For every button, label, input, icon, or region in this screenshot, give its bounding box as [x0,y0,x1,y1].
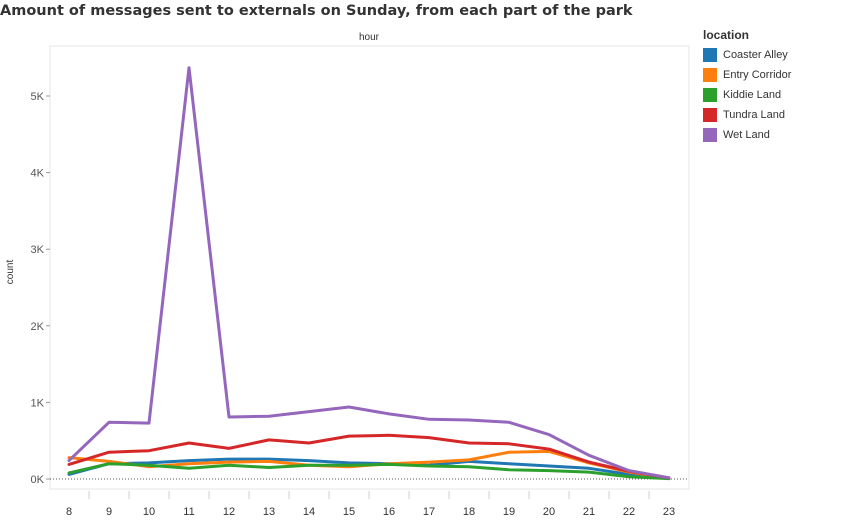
y-tick-label: 4K [31,168,45,180]
legend-label: Tundra Land [723,109,785,121]
legend-item[interactable]: Kiddie Land [703,85,791,105]
x-tick-label: 10 [143,506,155,518]
legend-item[interactable]: Entry Corridor [703,65,791,85]
legend-label: Entry Corridor [723,69,792,81]
x-tick-label: 16 [383,506,395,518]
legend-title: location [703,28,750,42]
legend-swatch [703,68,717,82]
y-tick-label: 0K [31,474,45,486]
legend: location Coaster Alley Entry Corridor Kidd… [703,28,791,145]
legend-item[interactable]: Wet Land [703,125,791,145]
legend-label: Coaster Alley [723,49,788,61]
series-line[interactable] [67,433,671,480]
legend-swatch [703,128,717,142]
legend-label: Wet Land [723,129,770,141]
series-line[interactable] [67,66,671,480]
x-axis-label: hour [359,32,380,43]
x-tick-label: 8 [66,506,72,518]
x-tick-label: 19 [503,506,515,518]
line-chart: 0K 1K 2K 3K 4K 5K 8 9 10 11 12 13 14 15 16 17 18 19 20 21 22… [5,32,690,518]
x-tick-label: 23 [663,506,675,518]
x-tick-label: 11 [183,506,194,518]
x-tick-label: 21 [583,506,595,518]
y-tick-label: 5K [31,91,45,103]
chart-title: Amount of messages sent to externals on … [0,3,633,19]
series-line[interactable] [67,462,671,481]
series-lines [67,66,671,481]
legend-label: Kiddie Land [723,89,782,101]
x-tick-label: 20 [543,506,555,518]
x-tick-label: 17 [423,506,435,518]
y-tick-label: 3K [31,244,45,256]
x-tick-label: 13 [263,506,275,518]
x-tick-label: 15 [343,506,355,518]
series-line[interactable] [67,457,671,481]
x-tick-label: 18 [463,506,475,518]
legend-swatch [703,48,717,62]
x-tick-label: 12 [223,506,235,518]
x-tick-label: 22 [623,506,635,518]
legend-swatch [703,108,717,122]
axes: 0K 1K 2K 3K 4K 5K 8 9 10 11 12 13 14 15 16 17 18 19 20 21 22… [31,91,689,518]
y-axis-label: count [5,260,16,285]
legend-items: Coaster Alley Entry Corridor Kiddie Land Tu… [703,45,791,145]
y-tick-label: 1K [31,397,45,409]
legend-swatch [703,88,717,102]
x-tick-label: 14 [303,506,315,518]
legend-item[interactable]: Coaster Alley [703,45,791,65]
y-tick-label: 2K [31,321,45,333]
legend-item[interactable]: Tundra Land [703,105,791,125]
x-tick-label: 9 [106,506,112,518]
